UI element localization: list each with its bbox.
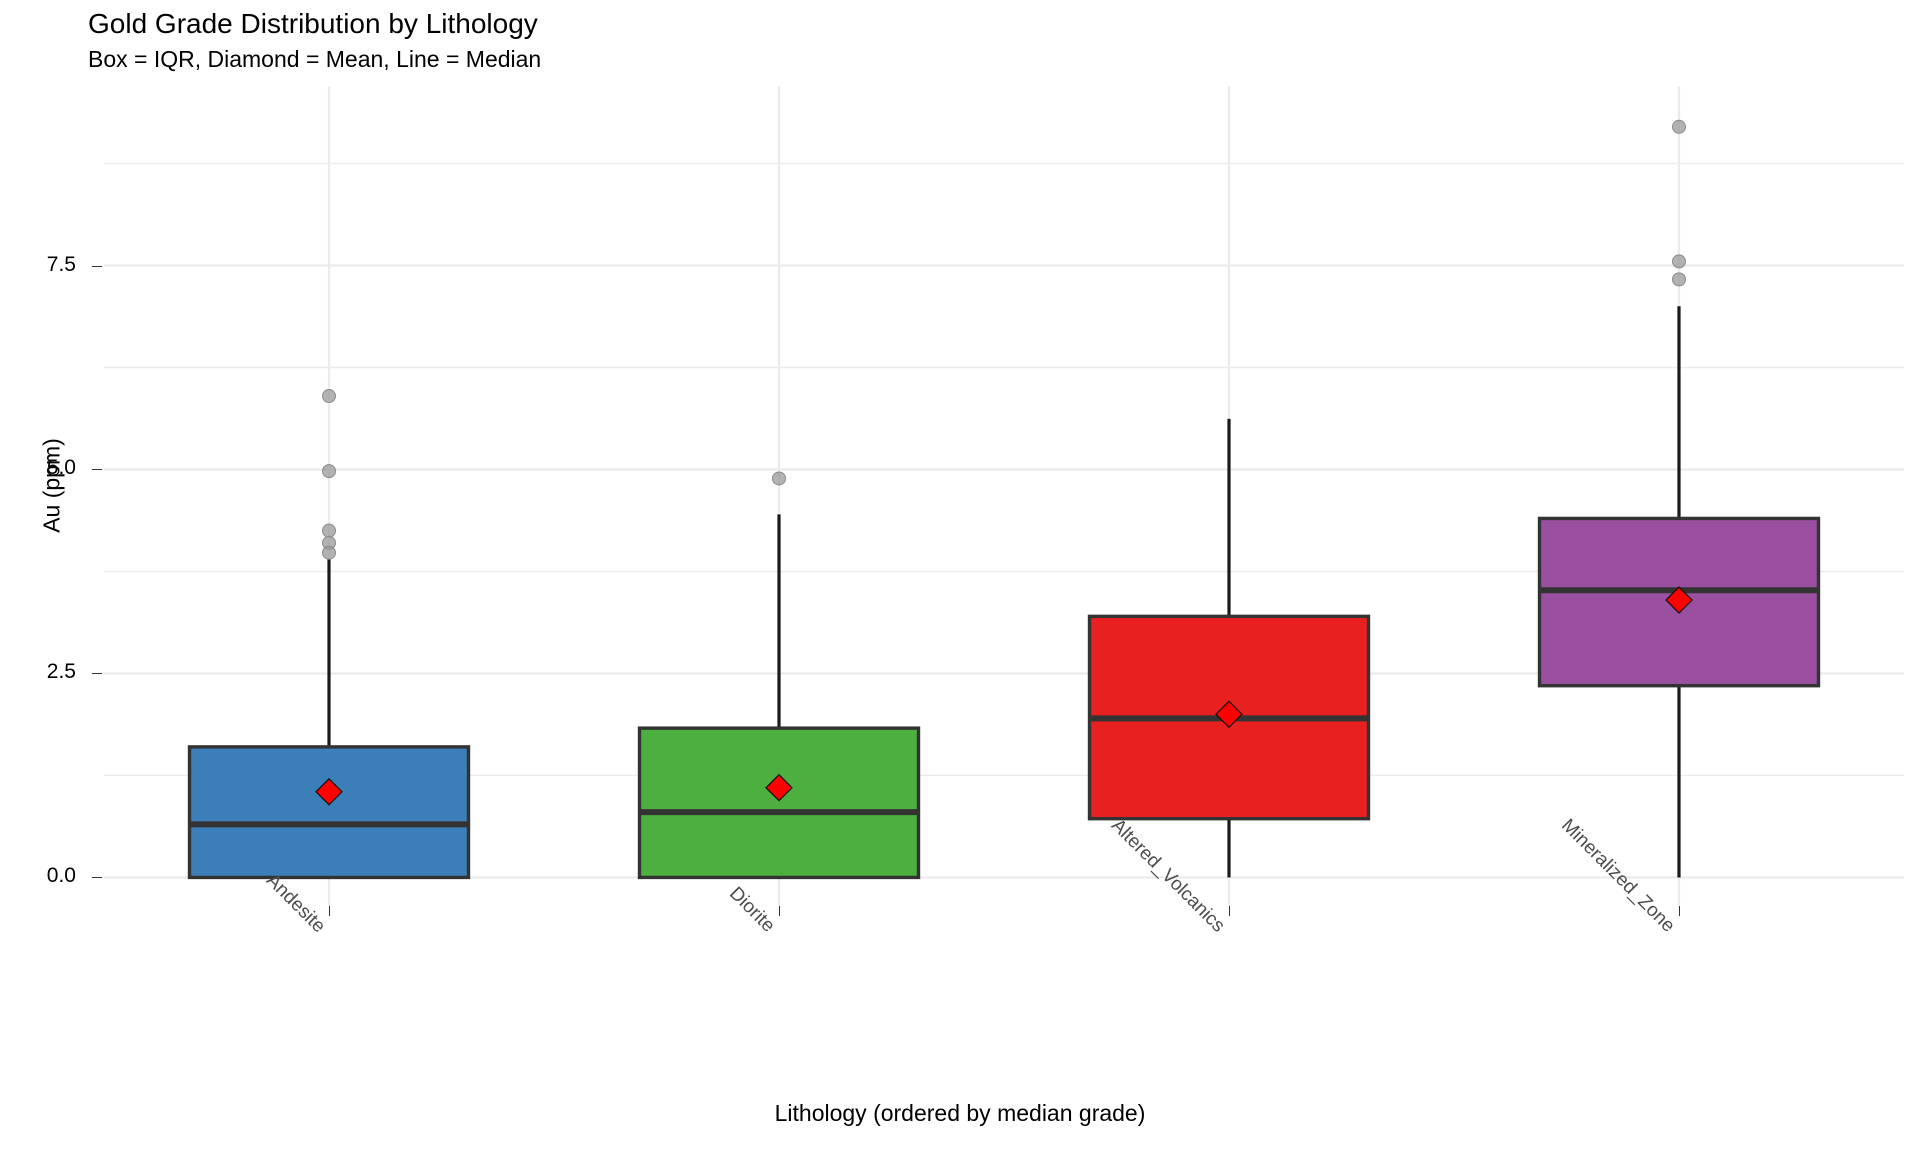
box-group-andesite <box>187 389 471 880</box>
chart-subtitle: Box = IQR, Diamond = Mean, Line = Median <box>88 46 542 72</box>
chart-title: Gold Grade Distribution by Lithology <box>88 8 538 39</box>
boxplot-svg <box>104 86 1904 906</box>
y-tick-mark <box>92 469 102 471</box>
outlier-point <box>1672 119 1686 134</box>
mean-diamond <box>1215 700 1243 729</box>
outlier-point <box>322 545 336 560</box>
y-tick-mark <box>92 265 102 267</box>
outlier-point <box>1672 272 1686 287</box>
box-iqr <box>1537 516 1821 688</box>
box-iqr <box>637 726 921 880</box>
outlier-point <box>322 389 336 404</box>
outlier-point <box>1672 254 1686 269</box>
outlier-point <box>322 464 336 479</box>
y-tick-label: 2.5 <box>46 660 76 684</box>
mean-diamond <box>1665 586 1693 614</box>
x-tick-mark <box>779 906 780 916</box>
outlier-point <box>322 523 336 538</box>
box-iqr <box>187 745 471 880</box>
x-axis-label: Lithology (ordered by median grade) <box>774 1100 1146 1126</box>
y-tick-mark <box>92 877 102 879</box>
y-tick-label: 0.0 <box>46 864 76 888</box>
plot-area <box>104 86 1904 906</box>
mean-diamond <box>765 773 793 802</box>
box-group-altered_volcanics <box>1087 418 1371 878</box>
y-tick-label: 7.5 <box>46 252 76 276</box>
y-tick-label: 5.0 <box>46 456 76 480</box>
mean-diamond <box>315 777 343 806</box>
outlier-point <box>772 471 786 486</box>
x-tick-mark <box>1229 906 1230 916</box>
box-group-mineralized_zone <box>1537 119 1821 878</box>
y-tick-mark <box>92 673 102 675</box>
x-tick-mark <box>1679 906 1680 916</box>
box-group-diorite <box>637 471 921 880</box>
x-tick-mark <box>329 906 330 916</box>
y-axis-label: Au (ppm) <box>38 438 65 533</box>
